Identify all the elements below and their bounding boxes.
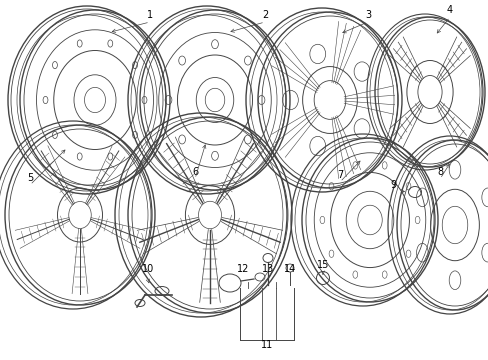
Text: 12: 12 [236,264,249,274]
Text: 4: 4 [446,5,452,15]
Text: 8: 8 [436,167,442,177]
Text: 1: 1 [146,10,153,20]
Text: 3: 3 [364,10,370,20]
Text: 10: 10 [142,264,154,274]
Text: 11: 11 [260,340,273,350]
Text: 13: 13 [262,264,274,274]
Text: 14: 14 [284,264,296,274]
Text: 9: 9 [389,180,395,190]
Text: 15: 15 [316,260,328,270]
Text: 2: 2 [262,10,267,20]
Text: 7: 7 [336,170,343,180]
Text: 6: 6 [192,167,198,177]
Text: 5: 5 [27,173,33,183]
